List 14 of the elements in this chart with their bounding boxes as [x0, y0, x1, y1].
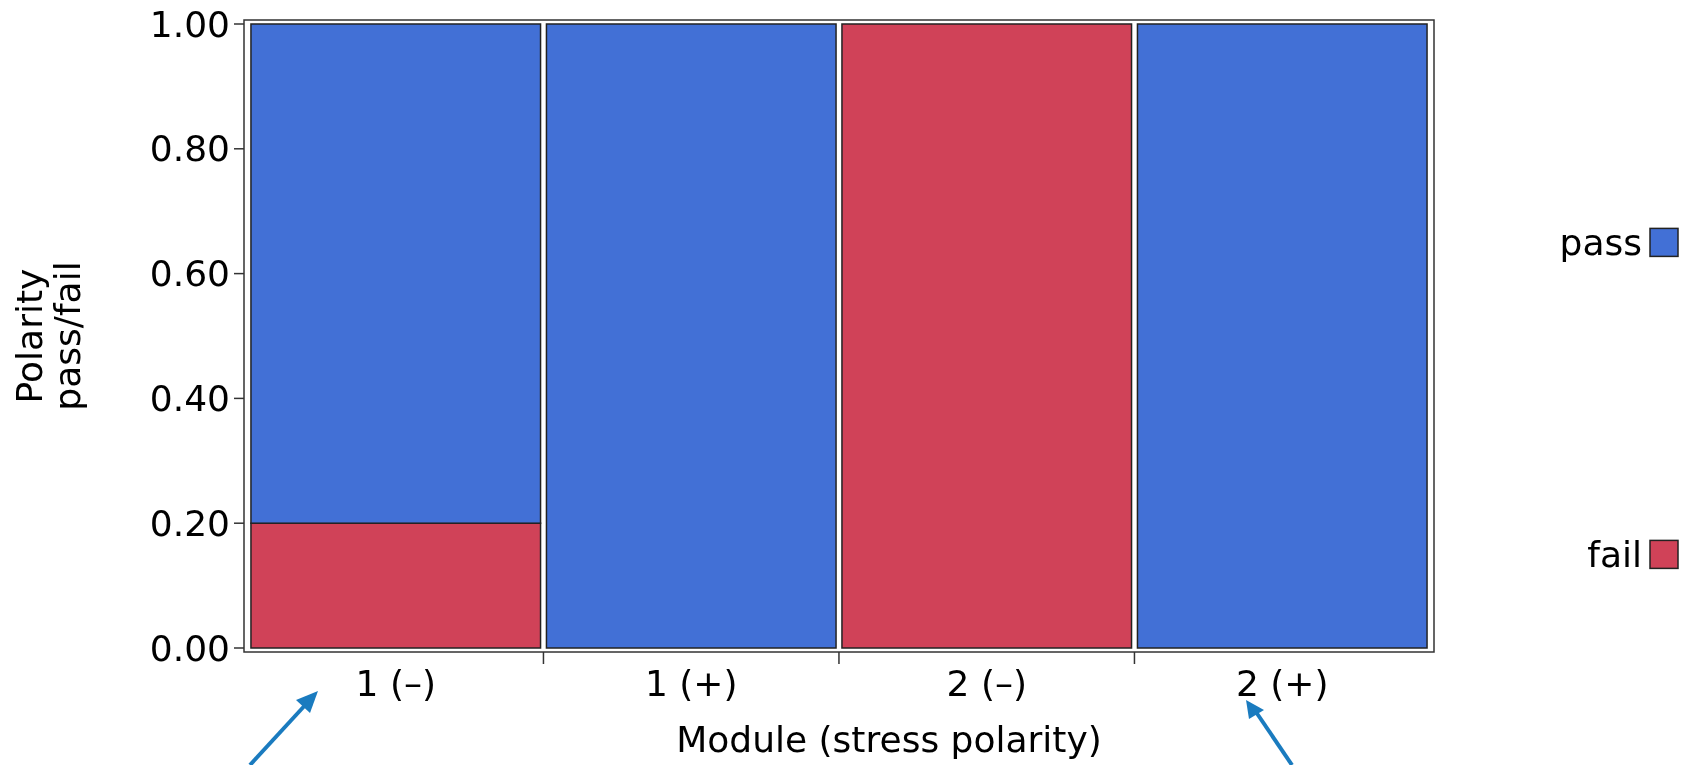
legend-label: fail: [1587, 534, 1642, 575]
y-tick-label: 1.00: [149, 3, 230, 45]
y-tick-label: 0.60: [149, 253, 230, 295]
y-tick-label: 0.40: [149, 378, 230, 419]
y-tick-label: 0.80: [149, 128, 230, 170]
x-tick-label: 2 (–): [946, 663, 1027, 704]
y-tick-label: 0.00: [149, 627, 230, 669]
y-tick-label: 0.20: [149, 502, 230, 544]
y-axis-title: Polarity pass/fail: [9, 261, 88, 411]
x-axis-title: Module (stress polarity): [676, 719, 1102, 760]
legend-label: pass: [1559, 222, 1642, 263]
x-tick-label: 2 (+): [1235, 663, 1329, 704]
x-tick-label: 1 (–): [355, 663, 436, 704]
x-tick-label: 1 (+): [644, 663, 738, 704]
